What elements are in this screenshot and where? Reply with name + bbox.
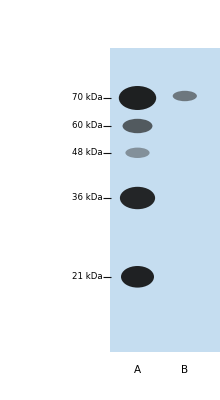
Ellipse shape bbox=[173, 91, 197, 101]
Bar bbox=[110, 48, 220, 352]
Ellipse shape bbox=[123, 119, 152, 133]
Ellipse shape bbox=[121, 266, 154, 288]
Ellipse shape bbox=[120, 187, 155, 209]
Text: 70 kDa: 70 kDa bbox=[72, 94, 102, 102]
Ellipse shape bbox=[119, 86, 156, 110]
Text: 48 kDa: 48 kDa bbox=[72, 148, 102, 157]
Text: 21 kDa: 21 kDa bbox=[72, 272, 102, 281]
Text: 36 kDa: 36 kDa bbox=[72, 194, 102, 202]
Text: 60 kDa: 60 kDa bbox=[72, 122, 102, 130]
Text: A: A bbox=[134, 365, 141, 375]
Text: B: B bbox=[181, 365, 188, 375]
Ellipse shape bbox=[125, 148, 150, 158]
